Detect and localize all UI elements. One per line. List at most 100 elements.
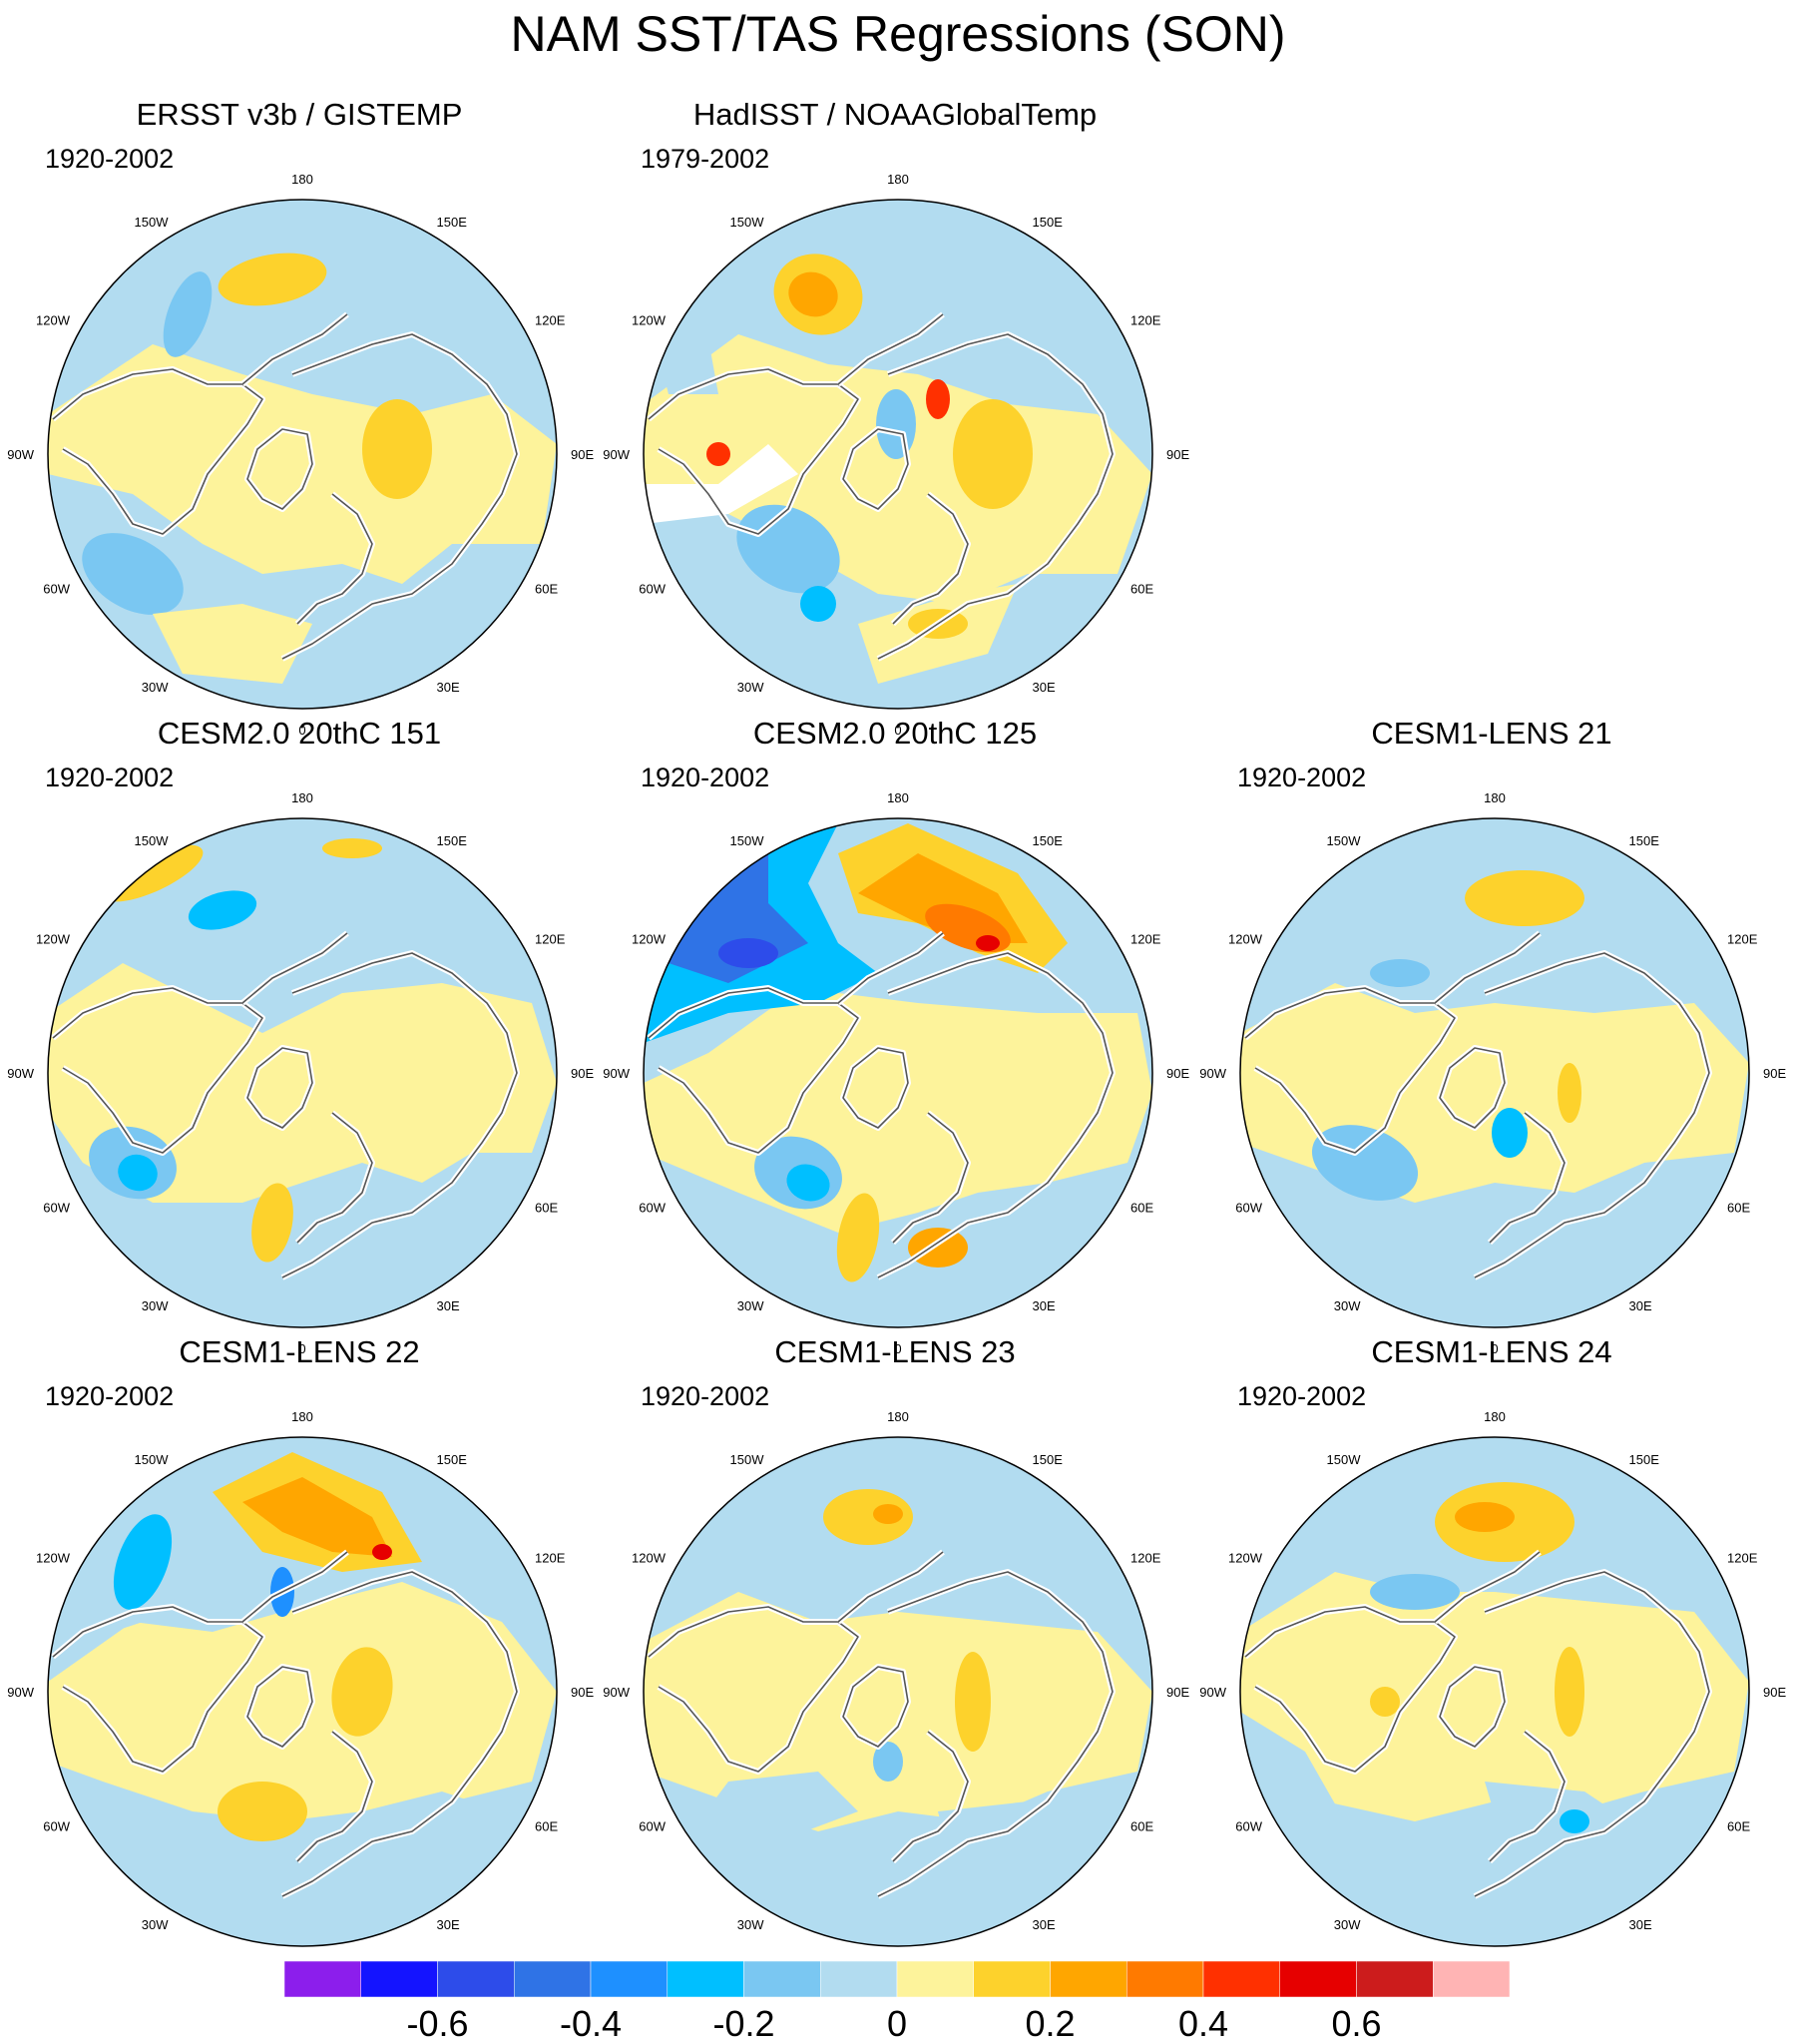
longitude-label: 90W: [7, 447, 34, 462]
longitude-label: 180: [887, 790, 909, 805]
coastline: [842, 1047, 909, 1129]
coastline: [296, 1731, 373, 1862]
coastline: [877, 1571, 1114, 1897]
map-panel: ERSST v3b / GISTEMP 180 150E 120E 90E 60E 30E 0…: [0, 95, 599, 738]
colorbar: -0.6 -0.4 -0.2 0 0.2 0.4 0.6: [284, 1961, 1510, 2041]
longitude-label: 30W: [737, 1917, 764, 1932]
coastline: [648, 987, 859, 1154]
longitude-label: 150E: [1629, 1452, 1660, 1467]
colorbar-box: [1279, 1961, 1357, 1998]
longitude-label: 0: [298, 723, 305, 738]
coastline: [892, 1112, 969, 1244]
anomaly-region: [644, 334, 1152, 604]
longitude-label: 120E: [1727, 932, 1758, 947]
longitude-label: 30E: [1629, 1298, 1652, 1313]
longitude-label: 90E: [571, 447, 594, 462]
map-panel: CESM1-LENS 23 180 150E 120E 90E 60E 30E 0 30W 60W…: [596, 1332, 1194, 1975]
positive-anomaly: [908, 1228, 968, 1268]
negative-anomaly: [188, 890, 257, 930]
map-panel: CESM1-LENS 24 180 150E 120E 90E 60E 30E 0 30W 60W…: [1192, 1332, 1791, 1975]
longitude-label: 0: [1491, 1341, 1498, 1356]
polar-map: 180 150E 120E 90E 60E 30E 0 30W 60W 90W 120W 150W: [7, 172, 594, 738]
longitude-label: 0: [298, 1341, 305, 1356]
longitude-label: 60W: [639, 1201, 666, 1216]
positive-anomaly: [873, 1504, 903, 1524]
longitude-label: 90W: [7, 1685, 34, 1700]
anomaly-region: [153, 604, 312, 684]
colorbar-box: [896, 1961, 974, 1998]
anomaly-region: [183, 1841, 332, 1921]
colorbar-tick-label: -0.2: [712, 2003, 774, 2041]
longitude-label: 120W: [36, 1551, 71, 1566]
longitude-label: 180: [1484, 1409, 1506, 1424]
positive-anomaly: [322, 838, 382, 858]
panel-title: ERSST v3b / GISTEMP: [136, 97, 463, 132]
map-boundary: [1239, 1436, 1750, 1947]
longitude-label: 0: [894, 723, 901, 738]
period-label: 1920-2002: [1237, 763, 1367, 792]
period-label: 1920-2002: [641, 763, 770, 792]
coastline: [281, 1571, 518, 1897]
longitude-label: 120E: [535, 313, 566, 328]
positive-anomaly: [331, 1647, 393, 1737]
polar-map: 180 150E 120E 90E 60E 30E 0 30W 60W 90W 120W 150W: [7, 790, 594, 1356]
missing-data: [644, 444, 798, 524]
panel-title: CESM1-LENS 21: [1371, 716, 1612, 751]
polar-map: 180 150E 120E 90E 60E 30E 0 30W 60W 90W 120W 150W: [603, 790, 1189, 1356]
colorbar-box: [820, 1961, 898, 1998]
longitude-label: 120E: [535, 932, 566, 947]
longitude-label: 90E: [1166, 1685, 1189, 1700]
negative-anomaly: [786, 1164, 830, 1202]
coastline: [648, 368, 859, 535]
coastline: [1434, 932, 1541, 1004]
longitude-label: 120E: [1130, 932, 1161, 947]
coastline: [296, 493, 373, 625]
coastline: [877, 333, 1114, 660]
map-boundary: [643, 1436, 1153, 1947]
colorbar-tick-label: 0.4: [1178, 2003, 1228, 2041]
longitude-label: 150E: [1033, 1452, 1064, 1467]
negative-anomaly: [800, 586, 836, 622]
longitude-label: 120W: [1228, 932, 1263, 947]
longitude-label: 150W: [1327, 1452, 1362, 1467]
longitude-label: 30W: [142, 680, 169, 695]
longitude-label: 30E: [1033, 1917, 1056, 1932]
longitude-label: 150E: [437, 215, 468, 230]
longitude-label: 120W: [632, 313, 667, 328]
colorbar-box: [514, 1961, 592, 1998]
longitude-label: 150E: [1033, 215, 1064, 230]
positive-anomaly: [251, 1183, 293, 1263]
longitude-label: 90E: [571, 1685, 594, 1700]
positive-anomaly: [372, 1544, 392, 1560]
longitude-label: 90W: [603, 1066, 630, 1081]
negative-anomaly: [1560, 1809, 1589, 1833]
coastline: [246, 428, 313, 510]
negative-anomaly: [873, 1742, 903, 1782]
coastline: [52, 368, 263, 535]
positive-anomaly: [953, 399, 1033, 509]
colorbar-box: [1050, 1961, 1127, 1998]
coastline: [1474, 1571, 1710, 1897]
coastline: [241, 1551, 348, 1623]
coastline: [842, 1666, 909, 1748]
colorbar-box: [360, 1961, 438, 1998]
longitude-label: 60E: [1130, 582, 1153, 597]
longitude-label: 150W: [135, 1452, 170, 1467]
coastline: [52, 1606, 263, 1773]
period-label: 1920-2002: [45, 1381, 175, 1411]
longitude-label: 150W: [1327, 833, 1362, 848]
positive-anomaly: [362, 399, 432, 499]
longitude-label: 120E: [1727, 1551, 1758, 1566]
anomaly-region: [1485, 1782, 1644, 1891]
anomaly-region: [1395, 1213, 1574, 1302]
longitude-label: 60W: [639, 1819, 666, 1834]
anomaly-region: [938, 1801, 1098, 1891]
longitude-label: 60W: [1235, 1819, 1262, 1834]
positive-anomaly: [706, 442, 730, 466]
colorbar-box: [743, 1961, 821, 1998]
positive-anomaly: [976, 935, 1000, 951]
panel-title: CESM1-LENS 24: [1371, 1334, 1612, 1369]
colorbar-tick-label: -0.4: [560, 2003, 622, 2041]
longitude-label: 30E: [1629, 1917, 1652, 1932]
colorbar-tick-label: 0.2: [1025, 2003, 1075, 2041]
